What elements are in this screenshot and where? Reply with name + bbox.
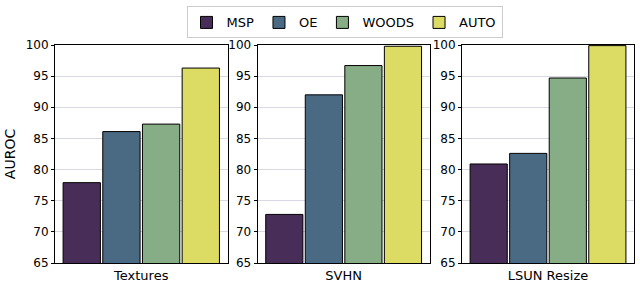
svg-text:75: 75: [236, 194, 251, 208]
svg-text:95: 95: [33, 69, 48, 83]
svg-text:75: 75: [440, 194, 455, 208]
svg-text:95: 95: [236, 69, 251, 83]
svg-text:WOODS: WOODS: [362, 15, 414, 30]
svg-text:80: 80: [33, 163, 48, 177]
svg-text:65: 65: [440, 256, 455, 270]
svg-text:MSP: MSP: [227, 15, 254, 30]
svg-text:95: 95: [440, 69, 455, 83]
svg-text:AUROC: AUROC: [2, 129, 18, 180]
svg-text:90: 90: [33, 100, 48, 114]
svg-text:80: 80: [440, 163, 455, 177]
svg-text:85: 85: [236, 132, 251, 146]
svg-text:90: 90: [440, 100, 455, 114]
svg-text:100: 100: [26, 38, 49, 52]
svg-text:85: 85: [440, 132, 455, 146]
svg-text:AUTO: AUTO: [459, 15, 496, 30]
svg-text:65: 65: [236, 256, 251, 270]
svg-text:85: 85: [33, 132, 48, 146]
svg-text:Textures: Textures: [113, 268, 169, 283]
svg-text:OE: OE: [299, 15, 317, 30]
svg-text:70: 70: [33, 225, 48, 239]
svg-text:70: 70: [236, 225, 251, 239]
svg-text:90: 90: [236, 100, 251, 114]
svg-text:80: 80: [236, 163, 251, 177]
svg-text:100: 100: [433, 38, 456, 52]
svg-text:75: 75: [33, 194, 48, 208]
svg-text:SVHN: SVHN: [325, 268, 362, 283]
svg-text:65: 65: [33, 256, 48, 270]
svg-text:100: 100: [228, 38, 251, 52]
svg-text:70: 70: [440, 225, 455, 239]
svg-text:LSUN Resize: LSUN Resize: [508, 268, 589, 283]
